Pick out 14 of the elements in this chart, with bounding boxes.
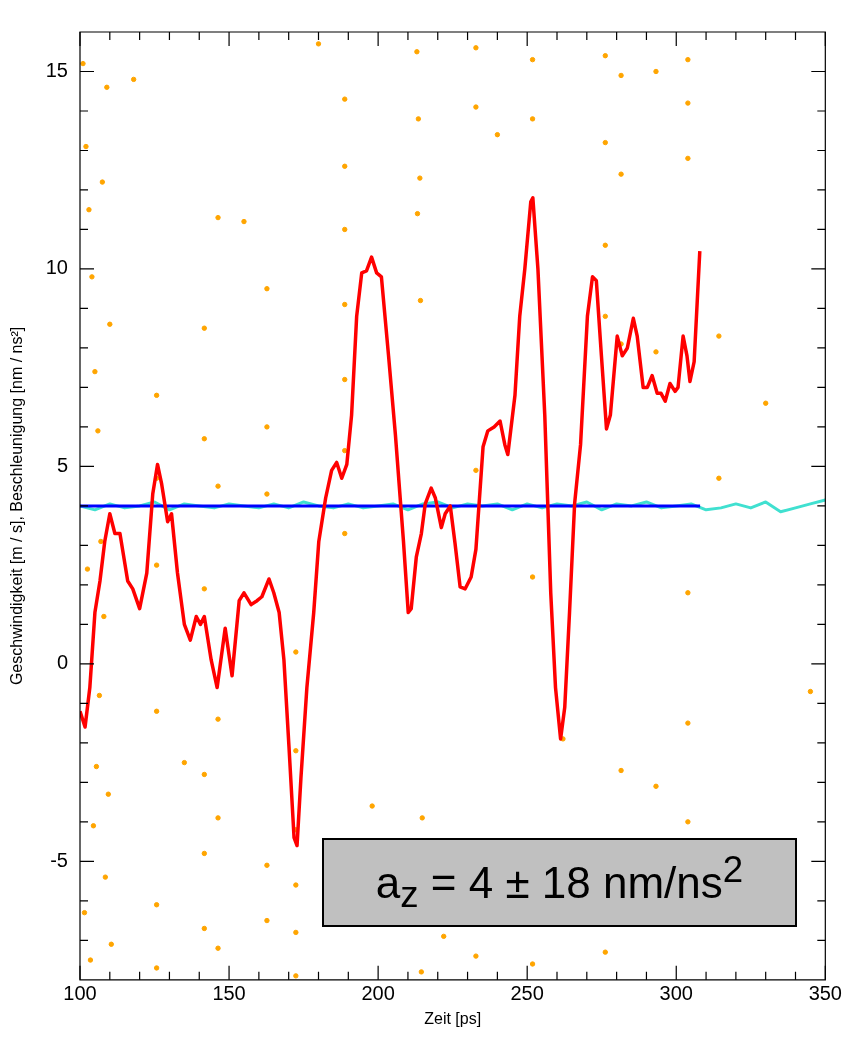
y-tick-label: 5 [56, 453, 68, 476]
y-tick-label: 15 [45, 59, 68, 82]
x-tick-label: 300 [659, 982, 693, 1005]
y-axis-title: Geschwindigkeit [m / s], Beschleunigung [nm / ns²] [8, 326, 26, 686]
y-tick-label: 10 [45, 256, 68, 279]
x-tick-label: 150 [212, 982, 246, 1005]
y-tick-label: 0 [56, 651, 68, 674]
x-tick-label: 100 [63, 982, 97, 1005]
x-tick-label: 200 [361, 982, 395, 1005]
x-tick-label: 250 [510, 982, 544, 1005]
y-tick-label: -5 [50, 848, 68, 871]
annotation: a$_{z}$ = 4 ± 18 nm/ns$^{2}$ [375, 848, 744, 917]
x-tick-label: 350 [808, 982, 842, 1005]
x-axis-title: Zeit [ps] [424, 1009, 482, 1027]
